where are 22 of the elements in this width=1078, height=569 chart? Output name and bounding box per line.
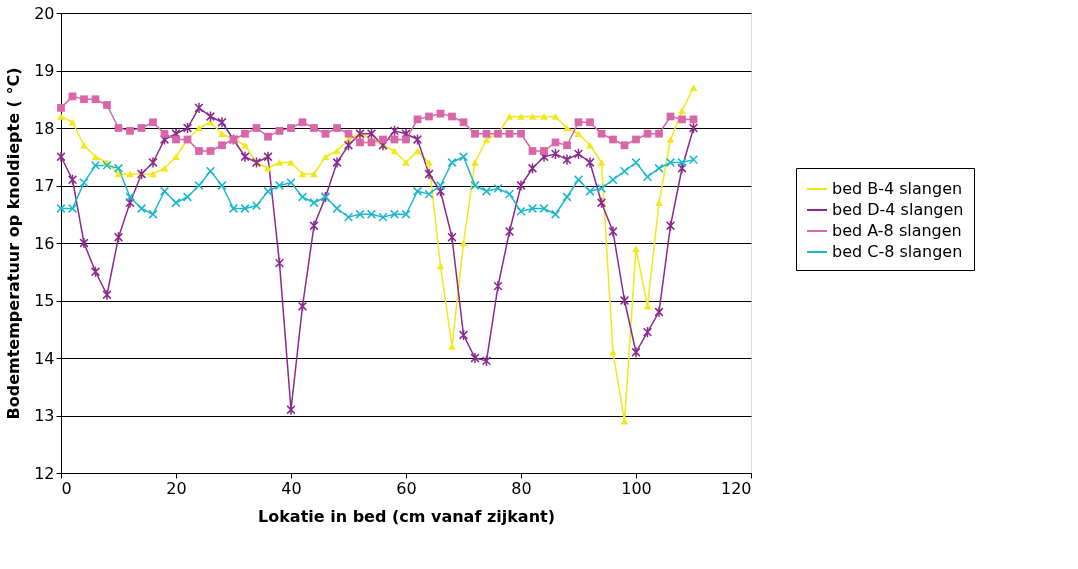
y-tick-label: 15 [34, 291, 55, 310]
y-tick-label: 16 [34, 233, 55, 253]
x-tick-label: 40 [281, 478, 302, 498]
x-tick-label: 80 [511, 478, 532, 498]
x-tick-label: 100 [621, 478, 652, 498]
y-tick-label: 20 [34, 3, 55, 23]
y-tick-label: 12 [34, 463, 55, 483]
legend-label: bed A-8 slangen [832, 221, 962, 240]
legend-label: bed C-8 slangen [832, 242, 963, 261]
legend-label: bed B-4 slangen [832, 179, 963, 198]
x-tick-label: 60 [396, 478, 417, 498]
x-tick-label: 120 [720, 478, 752, 498]
legend-label: bed D-4 slangen [832, 200, 964, 219]
y-tick-label: 19 [34, 61, 55, 80]
y-axis-title: Bodemtemperatuur op knoldiepte ( °C) [4, 67, 24, 420]
y-tick-label: 18 [34, 118, 55, 138]
y-tick-label: 13 [34, 406, 55, 425]
y-tick-label: 17 [34, 176, 55, 195]
x-tick-label: 20 [166, 478, 187, 498]
y-tick-label: 14 [34, 348, 55, 368]
x-axis-title: Lokatie in bed (cm vanaf zijkant) [257, 506, 556, 526]
x-tick-label: 0 [61, 478, 72, 498]
